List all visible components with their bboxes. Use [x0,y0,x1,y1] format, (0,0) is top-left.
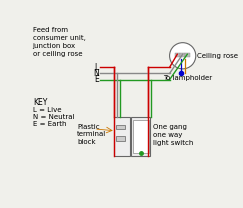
Bar [114,117,130,156]
Bar [133,120,149,153]
Text: Plastic
terminal
block: Plastic terminal block [77,124,106,145]
Text: L = Live: L = Live [33,107,62,113]
Bar [175,53,180,57]
Text: L: L [95,63,99,72]
Circle shape [170,43,196,69]
Text: Feed from
consumer unit,
junction box
or ceiling rose: Feed from consumer unit, junction box or… [33,27,85,57]
Text: KEY: KEY [33,98,48,107]
Text: To lampholder: To lampholder [163,75,212,81]
Text: Ceiling rose: Ceiling rose [197,53,238,59]
Text: E: E [94,75,99,84]
Text: N: N [93,69,99,78]
Text: E = Earth: E = Earth [33,121,67,127]
Text: One gang
one way
light switch: One gang one way light switch [153,124,194,146]
Bar [180,53,185,57]
Text: N = Neutral: N = Neutral [33,114,75,120]
Bar [116,136,125,141]
Bar [131,117,150,156]
Bar [185,53,190,57]
Bar [116,125,125,129]
